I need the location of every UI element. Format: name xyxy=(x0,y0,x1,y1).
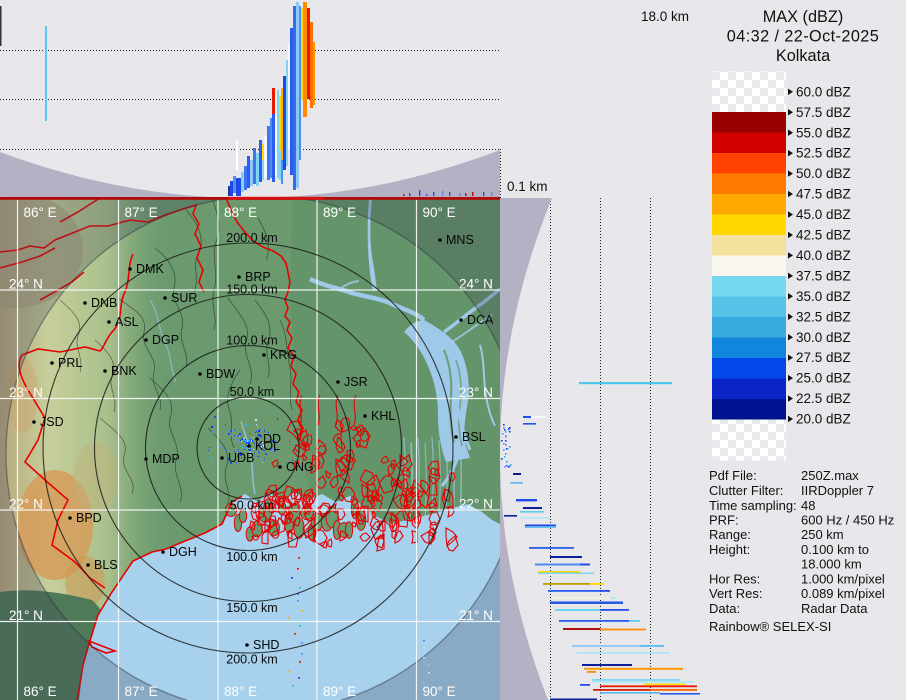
svg-text:BRP: BRP xyxy=(245,270,271,284)
svg-text:Data:: Data: xyxy=(709,601,740,616)
svg-text:DMK: DMK xyxy=(136,262,164,276)
svg-text:100.0 km: 100.0 km xyxy=(226,334,277,348)
svg-text:32.5 dBZ: 32.5 dBZ xyxy=(796,309,851,324)
svg-text:88° E: 88° E xyxy=(224,205,257,220)
svg-text:0.1 km: 0.1 km xyxy=(507,179,548,194)
svg-text:42.5 dBZ: 42.5 dBZ xyxy=(796,228,851,243)
svg-text:88° E: 88° E xyxy=(224,684,257,699)
svg-text:90° E: 90° E xyxy=(423,205,456,220)
svg-text:BSL: BSL xyxy=(462,430,486,444)
svg-text:45.0 dBZ: 45.0 dBZ xyxy=(796,207,851,222)
svg-text:18.0 km: 18.0 km xyxy=(641,9,689,24)
svg-text:18.000 km: 18.000 km xyxy=(801,557,862,572)
svg-text:MDP: MDP xyxy=(152,452,180,466)
svg-text:23° N: 23° N xyxy=(9,385,43,400)
svg-text:22° N: 22° N xyxy=(9,497,43,512)
svg-text:90° E: 90° E xyxy=(423,684,456,699)
svg-text:CNG: CNG xyxy=(286,460,314,474)
svg-text:MAX (dBZ): MAX (dBZ) xyxy=(763,8,844,26)
svg-text:22.5 dBZ: 22.5 dBZ xyxy=(796,391,851,406)
svg-text:KRG: KRG xyxy=(270,348,297,362)
svg-text:37.5 dBZ: 37.5 dBZ xyxy=(796,268,851,283)
svg-text:89° E: 89° E xyxy=(323,684,356,699)
svg-text:40.0 dBZ: 40.0 dBZ xyxy=(796,248,851,263)
svg-text:60.0 dBZ: 60.0 dBZ xyxy=(796,84,851,99)
svg-text:200.0 km: 200.0 km xyxy=(226,231,277,245)
svg-text:20.0 dBZ: 20.0 dBZ xyxy=(796,412,851,427)
svg-text:MNS: MNS xyxy=(446,233,474,247)
svg-text:25.0 dBZ: 25.0 dBZ xyxy=(796,371,851,386)
svg-text:IIRDoppler 7: IIRDoppler 7 xyxy=(801,483,874,498)
svg-text:BLS: BLS xyxy=(94,558,118,572)
svg-text:DNB: DNB xyxy=(91,296,117,310)
svg-text:PRL: PRL xyxy=(58,356,82,370)
svg-text:Height:: Height: xyxy=(709,542,750,557)
svg-text:250Z.max: 250Z.max xyxy=(801,468,859,483)
svg-text:27.5 dBZ: 27.5 dBZ xyxy=(796,350,851,365)
svg-text:UDB: UDB xyxy=(228,451,254,465)
svg-text:23° N: 23° N xyxy=(459,385,493,400)
svg-text:200.0 km: 200.0 km xyxy=(226,653,277,667)
svg-text:KOL: KOL xyxy=(255,439,280,453)
svg-text:50.0 km: 50.0 km xyxy=(230,385,274,399)
svg-text:150.0 km: 150.0 km xyxy=(226,601,277,615)
svg-text:SHD: SHD xyxy=(253,638,279,652)
svg-text:150.0 km: 150.0 km xyxy=(226,283,277,297)
svg-text:24° N: 24° N xyxy=(9,277,43,292)
svg-text:0.100 km to: 0.100 km to xyxy=(801,542,869,557)
svg-text:35.0 dBZ: 35.0 dBZ xyxy=(796,289,851,304)
svg-text:30.0 dBZ: 30.0 dBZ xyxy=(796,330,851,345)
svg-text:ASL: ASL xyxy=(115,315,139,329)
svg-text:87° E: 87° E xyxy=(125,684,158,699)
svg-text:Kolkata: Kolkata xyxy=(776,47,831,65)
svg-text:Clutter Filter:: Clutter Filter: xyxy=(709,483,783,498)
svg-text:86° E: 86° E xyxy=(24,684,57,699)
svg-text:50.0 dBZ: 50.0 dBZ xyxy=(796,166,851,181)
svg-text:BDW: BDW xyxy=(206,367,235,381)
svg-text:89° E: 89° E xyxy=(323,205,356,220)
svg-text:DCA: DCA xyxy=(467,313,494,327)
svg-text:Vert Res:: Vert Res: xyxy=(709,586,762,601)
svg-text:250 km: 250 km xyxy=(801,527,844,542)
svg-text:Radar Data: Radar Data xyxy=(801,601,868,616)
svg-text:55.0 dBZ: 55.0 dBZ xyxy=(796,125,851,140)
svg-text:57.5 dBZ: 57.5 dBZ xyxy=(796,105,851,120)
svg-text:JSR: JSR xyxy=(344,375,368,389)
svg-text:BPD: BPD xyxy=(76,511,102,525)
svg-text:21° N: 21° N xyxy=(459,608,493,623)
svg-text:47.5 dBZ: 47.5 dBZ xyxy=(796,187,851,202)
svg-text:600 Hz / 450 Hz: 600 Hz / 450 Hz xyxy=(801,513,894,528)
svg-text:21° N: 21° N xyxy=(9,608,43,623)
svg-text:SUR: SUR xyxy=(171,291,197,305)
svg-text:Rainbow® SELEX-SI: Rainbow® SELEX-SI xyxy=(709,619,831,634)
svg-text:50.0 km: 50.0 km xyxy=(230,499,274,513)
svg-text:24° N: 24° N xyxy=(459,277,493,292)
svg-text:04:32 / 22-Oct-2025: 04:32 / 22-Oct-2025 xyxy=(727,28,879,46)
svg-text:DGP: DGP xyxy=(152,333,179,347)
svg-text:52.5 dBZ: 52.5 dBZ xyxy=(796,146,851,161)
svg-text:86° E: 86° E xyxy=(24,205,57,220)
svg-text:PRF:: PRF: xyxy=(709,513,739,528)
svg-text:Range:: Range: xyxy=(709,527,751,542)
svg-text:48: 48 xyxy=(801,498,815,513)
svg-text:JSD: JSD xyxy=(40,415,64,429)
svg-text:DD: DD xyxy=(263,432,281,446)
svg-text:1.000 km/pixel: 1.000 km/pixel xyxy=(801,572,885,587)
svg-text:22° N: 22° N xyxy=(459,497,493,512)
svg-text:0.089 km/pixel: 0.089 km/pixel xyxy=(801,586,885,601)
svg-text:100.0 km: 100.0 km xyxy=(226,550,277,564)
svg-text:Hor Res:: Hor Res: xyxy=(709,572,760,587)
svg-text:87° E: 87° E xyxy=(125,205,158,220)
svg-text:DGH: DGH xyxy=(169,545,197,559)
svg-text:BNK: BNK xyxy=(111,364,137,378)
svg-text:KHL: KHL xyxy=(371,409,395,423)
svg-text:Pdf File:: Pdf File: xyxy=(709,468,757,483)
svg-text:Time sampling:: Time sampling: xyxy=(709,498,797,513)
